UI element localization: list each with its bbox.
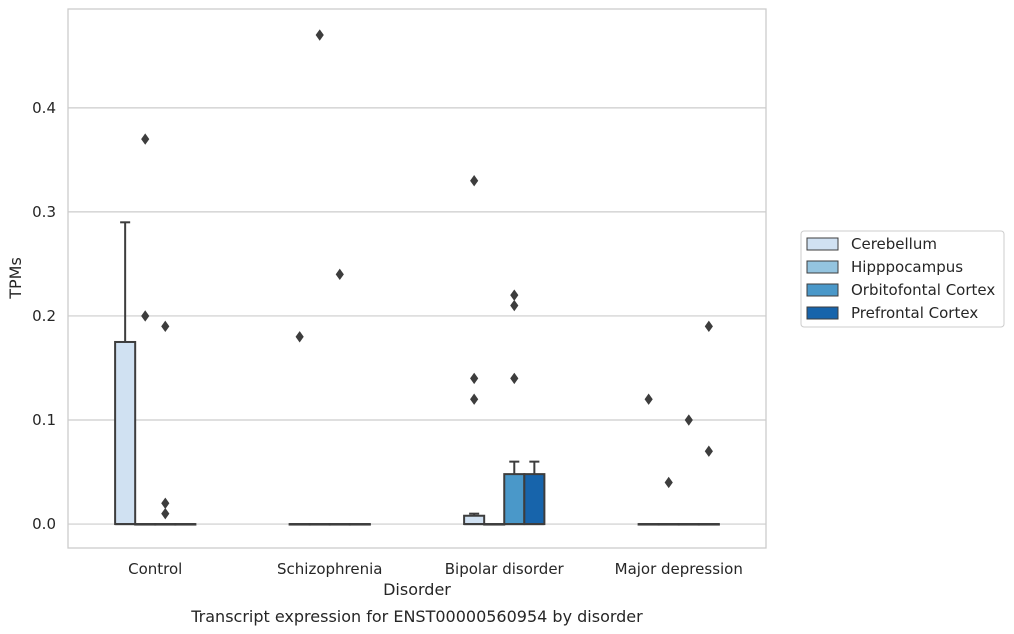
box-0-0 (114, 221, 137, 526)
outlier-point (335, 268, 344, 281)
y-tick-label: 0.2 (32, 307, 56, 325)
x-tick-label: Bipolar disorder (445, 560, 565, 578)
legend-label: Orbitofontal Cortex (851, 281, 995, 299)
y-tick-labels: 0.0 0.1 0.2 0.3 0.4 (32, 99, 56, 533)
outlier-point (684, 414, 693, 426)
legend-frame (800, 230, 1005, 328)
y-tick-label: 0.4 (32, 99, 56, 117)
box-0-2 (154, 523, 177, 526)
outlier-point (141, 133, 150, 145)
outlier-point (315, 29, 324, 41)
legend-swatch (806, 283, 839, 297)
box-body (523, 473, 546, 526)
box-2-1 (483, 523, 506, 526)
legend-entry: Cerebellum (806, 235, 937, 253)
box-3-1 (657, 523, 680, 526)
chart-title: Transcript expression for ENST0000056095… (190, 607, 643, 626)
x-tick-label: Schizophrenia (277, 560, 382, 578)
outlier-point (644, 393, 653, 405)
outlier-point (470, 175, 479, 187)
legend-entry: Orbitofontal Cortex (806, 281, 995, 299)
legend-swatch (806, 237, 839, 251)
y-tick-label: 0.0 (32, 515, 56, 533)
outlier-point (161, 507, 170, 520)
outlier-point (704, 320, 713, 333)
box-1-2 (328, 523, 351, 526)
outlier-points (141, 29, 713, 520)
x-tick-labels: Control Schizophrenia Bipolar disorder Majo… (128, 560, 743, 578)
x-axis-title: Disorder (383, 580, 451, 599)
outlier-point (141, 310, 150, 322)
box-body (503, 473, 526, 526)
outlier-point (470, 372, 479, 385)
x-tick-label: Major depression (615, 560, 743, 578)
outlier-point (161, 497, 170, 509)
legend: Cerebellum Hipppocampus Orbitofontal Corte… (800, 230, 1005, 328)
box-2-2 (503, 460, 526, 526)
box-0-1 (134, 523, 157, 526)
box-body (463, 514, 486, 526)
outlier-point (510, 299, 519, 312)
outlier-point (664, 476, 673, 489)
outlier-point (470, 393, 479, 405)
legend-swatch (806, 260, 839, 274)
legend-label: Cerebellum (851, 235, 937, 253)
box-plot-marks (114, 221, 720, 526)
y-tick-label: 0.3 (32, 203, 56, 221)
y-axis-title: TPMs (6, 257, 25, 300)
box-1-1 (308, 523, 331, 526)
x-tick-label: Control (128, 560, 182, 578)
box-2-0 (463, 512, 486, 526)
box-1-3 (348, 523, 371, 526)
outlier-point (704, 445, 713, 457)
outlier-point (161, 320, 170, 333)
legend-entry: Prefrontal Cortex (806, 304, 978, 322)
box-2-3 (523, 460, 546, 526)
box-0-3 (174, 523, 197, 526)
gridlines (68, 107, 766, 525)
box-body (114, 340, 137, 526)
y-tick-label: 0.1 (32, 411, 56, 429)
box-1-0 (288, 523, 311, 526)
legend-entry: Hipppocampus (806, 258, 963, 276)
box-3-0 (637, 523, 660, 526)
plot-area-frame (67, 8, 767, 549)
outlier-point (295, 331, 304, 343)
legend-label: Hipppocampus (851, 258, 963, 276)
legend-label: Prefrontal Cortex (851, 304, 978, 322)
legend-swatch (806, 306, 839, 320)
outlier-point (510, 289, 519, 301)
outlier-point (510, 372, 519, 385)
box-3-3 (697, 523, 720, 526)
box-3-2 (677, 523, 700, 526)
